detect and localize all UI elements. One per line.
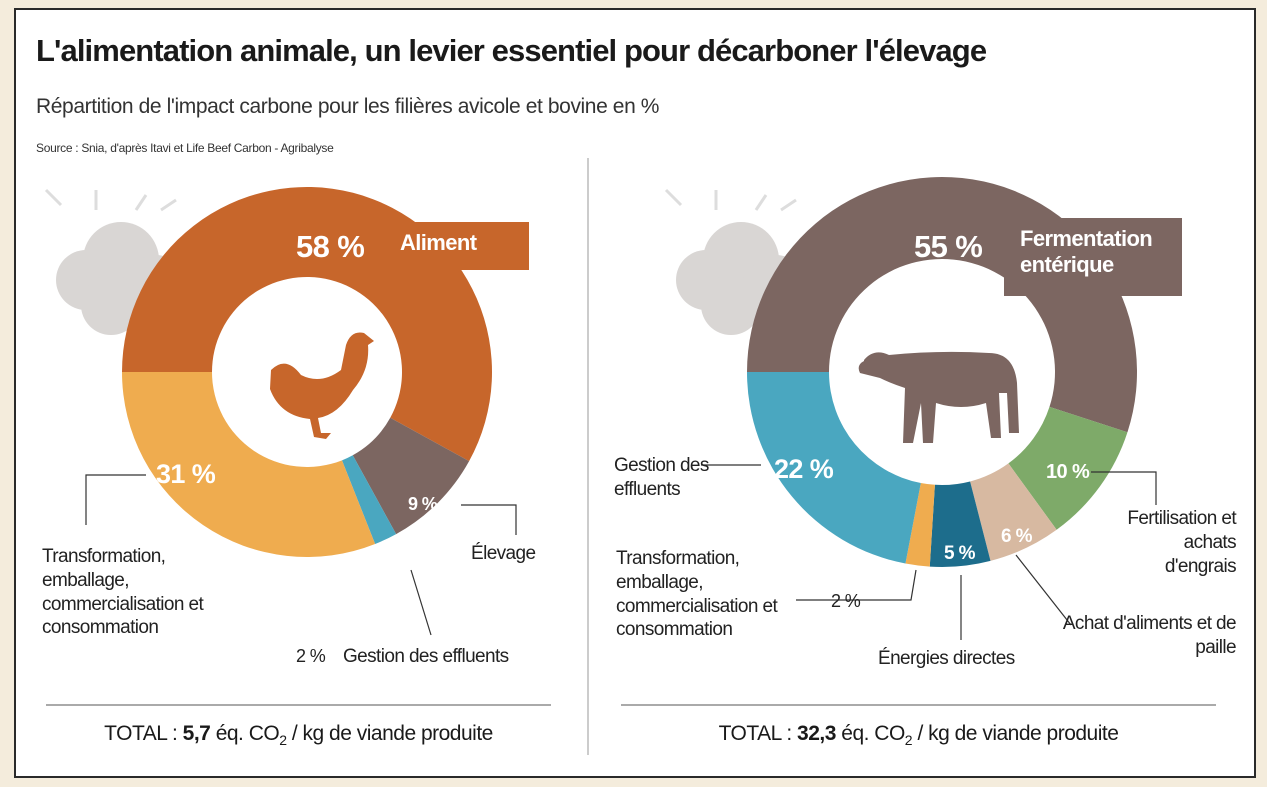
- chicken-icon: [270, 332, 374, 439]
- donut-slice: [352, 417, 470, 535]
- label-pill: [1004, 218, 1182, 296]
- title: L'alimentation animale, un levier essent…: [36, 33, 987, 68]
- value-label: 31 %: [156, 459, 216, 489]
- total-unit-sub: 2: [279, 732, 287, 749]
- total-unit-rest: / kg de viande produite: [291, 722, 493, 745]
- value-label: 6 %: [1001, 526, 1033, 547]
- category-label: Gestion des effluents: [614, 455, 709, 500]
- leader-line: [796, 569, 917, 601]
- category-label: Élevage: [471, 543, 536, 564]
- donut-slice: [929, 481, 991, 568]
- total-unit: éq. CO: [215, 722, 280, 745]
- sparks: [44, 188, 797, 212]
- value-label: 2 %: [296, 646, 326, 666]
- value-label: 5 %: [944, 543, 976, 564]
- cow-icon: [858, 351, 1019, 443]
- value-label: 9 %: [408, 494, 438, 514]
- value-label: 55 %: [914, 229, 983, 264]
- leader-line: [461, 504, 517, 535]
- category-label: Fermentation entérique: [1020, 226, 1153, 278]
- chart-canvas: [44, 158, 1216, 755]
- value-label: 58 %: [296, 229, 365, 264]
- frame: L'alimentation animale, un levier essent…: [14, 8, 1256, 778]
- subtitle: Répartition de l'impact carbone pour les…: [36, 95, 660, 118]
- donut-slice: [747, 372, 921, 564]
- leader-line: [85, 474, 146, 525]
- leader-line: [1091, 471, 1157, 505]
- category-label: Achat d'aliments et de paille: [1062, 613, 1237, 658]
- value-label: 2 %: [831, 591, 861, 611]
- value-label: 22 %: [774, 454, 834, 484]
- label-pill: [384, 222, 529, 270]
- total-label: TOTAL :: [718, 722, 793, 745]
- donut-slice: [970, 463, 1057, 561]
- total-unit-sub: 2: [904, 732, 913, 749]
- total-value: 32,3: [797, 722, 836, 745]
- category-label: Transformation, emballage, commercialisa…: [42, 546, 204, 639]
- total-value: 5,7: [182, 722, 211, 745]
- donut-slice: [122, 372, 376, 558]
- source: Source : Snia, d'après Itavi et Life Bee…: [36, 141, 334, 155]
- leader-line: [1015, 554, 1072, 626]
- total-unit: éq. CO: [841, 722, 905, 745]
- total-label: TOTAL :: [104, 722, 178, 745]
- category-label: Gestion des effluents: [343, 646, 509, 667]
- category-label: Énergies directes: [878, 648, 1015, 669]
- total-unit-rest: / kg de viande produite: [917, 722, 1119, 745]
- category-label: Transformation, emballage, commercialisa…: [616, 548, 778, 641]
- total: TOTAL : 32,3 éq. CO2 / kg de viande prod…: [621, 722, 1216, 748]
- donut-slice: [905, 482, 935, 567]
- donut-slice: [341, 455, 397, 545]
- category-label: Aliment: [400, 230, 477, 255]
- total: TOTAL : 5,7 éq. CO2 / kg de viande produ…: [46, 722, 551, 748]
- value-label: 10 %: [1046, 461, 1090, 483]
- category-label: Fertilisation et achats d'engrais: [1127, 508, 1236, 577]
- donut-slice: [1008, 406, 1128, 530]
- leader-line: [410, 569, 432, 636]
